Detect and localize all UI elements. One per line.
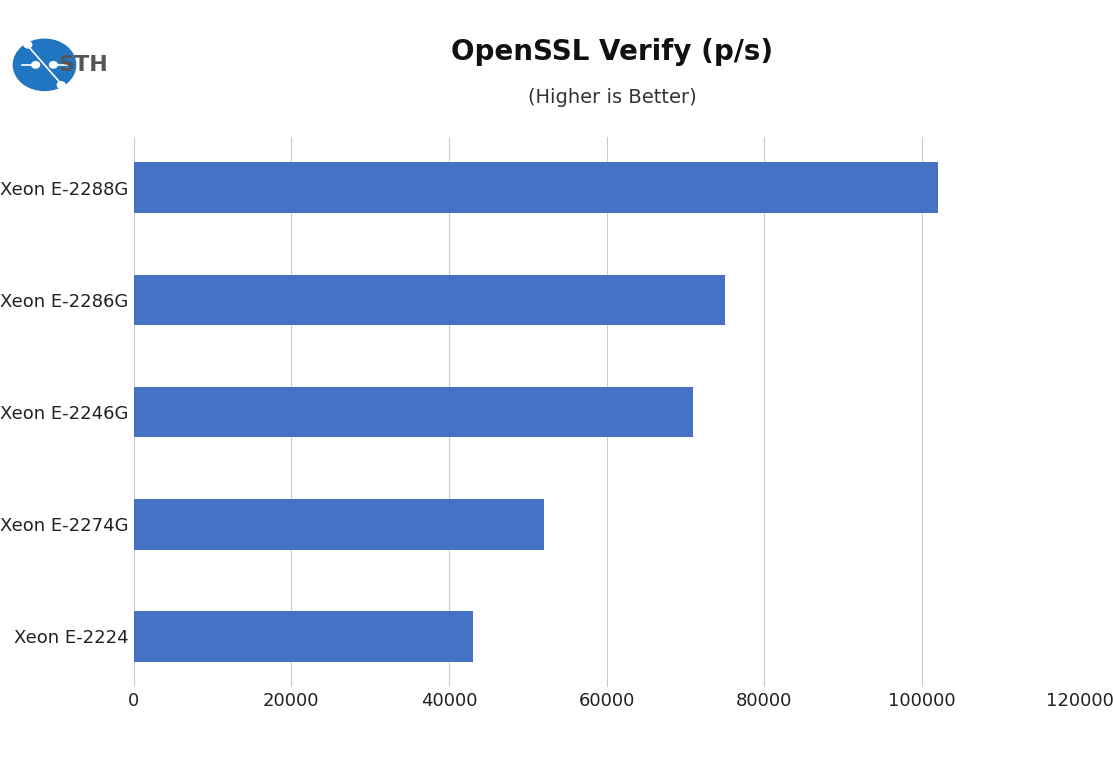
Bar <box>134 611 473 662</box>
Text: OpenSSL Verify (p/s): OpenSSL Verify (p/s) <box>451 38 774 66</box>
Circle shape <box>24 41 32 48</box>
Circle shape <box>32 62 40 68</box>
Bar <box>134 499 543 549</box>
Bar <box>134 387 693 437</box>
Bar <box>134 163 938 213</box>
Bar <box>134 275 725 325</box>
Circle shape <box>58 82 66 89</box>
Text: STH: STH <box>59 55 108 75</box>
Circle shape <box>50 62 58 68</box>
Text: (Higher is Better): (Higher is Better) <box>528 88 697 107</box>
Circle shape <box>13 39 76 91</box>
